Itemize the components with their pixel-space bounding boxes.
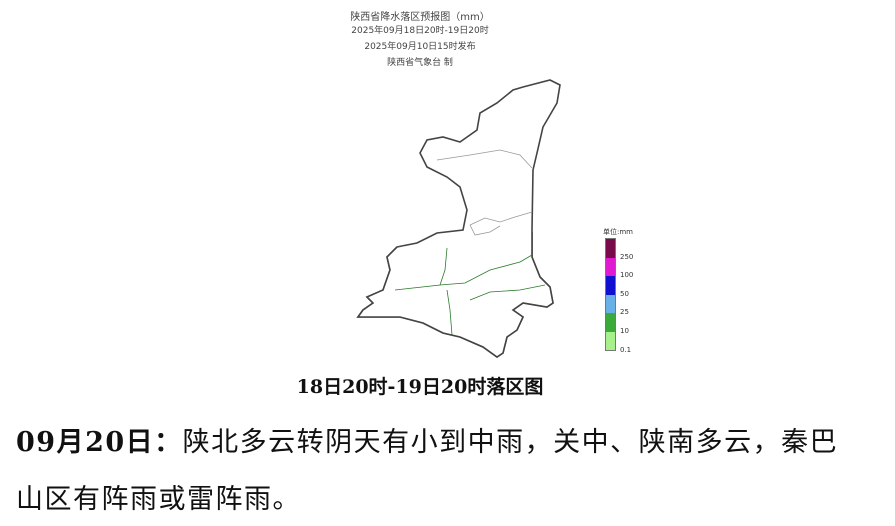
legend-label: 250: [620, 253, 634, 261]
map-caption: 18日20时-19日20时落区图: [296, 376, 544, 398]
forecast-line-1: 09月20日：陕北多云转阴天有小到中雨，关中、陕南多云，秦巴: [16, 420, 838, 459]
legend-label: 0.1: [620, 346, 632, 354]
legend-title: 单位:mm: [603, 228, 633, 236]
map-issuer: 陕西省气象台 制: [387, 58, 453, 68]
forecast-date: 09月20日：: [16, 427, 183, 458]
map-title: 陕西省降水落区预报图（mm）: [350, 12, 490, 23]
legend-swatch: [606, 294, 615, 313]
legend-swatch: [606, 331, 615, 350]
legend-swatch: [606, 313, 615, 332]
legend-label: 100: [620, 271, 634, 279]
legend-label: 25: [620, 308, 629, 316]
district-borders-south: [394, 247, 546, 336]
legend-swatch: [606, 239, 615, 258]
district-borders: [436, 149, 533, 236]
map-period: 2025年09月18日20时-19日20时: [351, 26, 489, 36]
legend-swatch: [606, 257, 615, 276]
legend-label: 10: [620, 327, 629, 335]
legend-swatch: [606, 276, 615, 295]
map-issued: 2025年09月10日15时发布: [364, 42, 476, 52]
forecast-line-2: 山区有阵雨或雷阵雨。: [16, 477, 301, 516]
precipitation-map: [356, 79, 561, 358]
legend-label: 50: [620, 290, 629, 298]
forecast-text-1: 陕北多云转阴天有小到中雨，关中、陕南多云，秦巴: [182, 427, 839, 458]
legend-colorbar: [605, 238, 616, 351]
forecast-text-2: 山区有阵雨或雷阵雨。: [16, 484, 301, 515]
